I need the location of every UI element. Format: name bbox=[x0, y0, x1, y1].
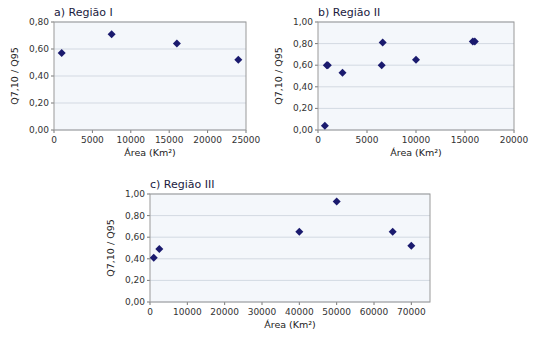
grid-line bbox=[54, 76, 246, 77]
grid-line bbox=[150, 215, 430, 216]
grid-line bbox=[318, 43, 514, 44]
y-tick-label: 0,00 bbox=[125, 297, 145, 307]
title: c) Região III bbox=[150, 178, 215, 191]
point bbox=[324, 61, 332, 69]
plot-frame bbox=[318, 22, 514, 130]
x-tick-label: 20000 bbox=[210, 307, 239, 317]
x-tick-label: 60000 bbox=[360, 307, 389, 317]
x-tick-label: 0 bbox=[51, 135, 57, 145]
x-tick-label: 50000 bbox=[322, 307, 351, 317]
grid-line bbox=[318, 86, 514, 87]
marks bbox=[150, 198, 415, 262]
y-tick-label: 0,80 bbox=[125, 211, 145, 221]
grid-line bbox=[54, 103, 246, 104]
x-axis-label: Área (Km²) bbox=[390, 147, 442, 158]
grid-line bbox=[150, 258, 430, 259]
subplot: 0,00 0,20 0,40 0,60 0,80 0 5000 10000 15000 20000… bbox=[9, 6, 261, 158]
y-tick-label: 1,00 bbox=[293, 17, 313, 27]
x-tick-label: 20000 bbox=[193, 135, 222, 145]
y-tick-label: 0,60 bbox=[293, 60, 313, 70]
point bbox=[471, 37, 479, 45]
subplot: 0,00 0,20 0,40 0,60 0,80 1,00 0 10000 20000 30000… bbox=[105, 178, 430, 330]
point bbox=[58, 49, 66, 57]
y-tick-label: 1,00 bbox=[125, 189, 145, 199]
plot-background bbox=[150, 194, 430, 302]
x-tick-label: 15000 bbox=[155, 135, 184, 145]
x-tick-label: 0 bbox=[315, 135, 321, 145]
subplot: 0,00 0,20 0,40 0,60 0,80 1,00 0 5000 10000 15000 2… bbox=[273, 6, 529, 158]
point bbox=[295, 228, 303, 236]
x-axis-label: Área (Km²) bbox=[124, 147, 176, 158]
y-tick-label: 0,40 bbox=[125, 254, 145, 264]
x-tick-label: 10000 bbox=[173, 307, 202, 317]
x-tick-label: 40000 bbox=[285, 307, 314, 317]
point bbox=[150, 254, 158, 262]
grid-line bbox=[150, 280, 430, 281]
point bbox=[333, 198, 341, 206]
point bbox=[173, 40, 181, 48]
x-tick-label: 5000 bbox=[81, 135, 104, 145]
y-tick-label: 0,80 bbox=[293, 39, 313, 49]
point bbox=[321, 122, 329, 130]
point bbox=[155, 245, 163, 253]
plot-frame bbox=[54, 22, 246, 130]
x-tick-label: 10000 bbox=[402, 135, 431, 145]
plot-background bbox=[54, 22, 246, 130]
point bbox=[379, 39, 387, 47]
x-axis-label: Área (Km²) bbox=[264, 319, 316, 330]
y-tick-label: 0,40 bbox=[29, 71, 49, 81]
point bbox=[323, 61, 331, 69]
y-tick-label: 0,40 bbox=[293, 82, 313, 92]
y-axis-label: Q7,10 / Q95 bbox=[105, 219, 116, 276]
point bbox=[407, 242, 415, 250]
y-axis-label: Q7,10 / Q95 bbox=[273, 47, 284, 104]
grid-line bbox=[318, 65, 514, 66]
y-tick-label: 0,20 bbox=[125, 275, 145, 285]
x-tick-label: 30000 bbox=[248, 307, 277, 317]
y-tick-label: 0,00 bbox=[29, 125, 49, 135]
x-tick-label: 20000 bbox=[500, 135, 529, 145]
plot-background bbox=[318, 22, 514, 130]
figure: 0,00 0,20 0,40 0,60 0,80 0 5000 10000 15000 20000… bbox=[0, 0, 534, 350]
marks bbox=[58, 30, 243, 64]
y-tick-label: 0,80 bbox=[29, 17, 49, 27]
point bbox=[339, 69, 347, 77]
x-tick-label: 10000 bbox=[116, 135, 145, 145]
y-tick-label: 0,60 bbox=[125, 232, 145, 242]
grid-line bbox=[318, 108, 514, 109]
x-tick-label: 25000 bbox=[232, 135, 261, 145]
x-tick-label: 5000 bbox=[356, 135, 379, 145]
point bbox=[234, 56, 242, 64]
point bbox=[412, 56, 420, 64]
title: a) Região I bbox=[54, 6, 113, 19]
grid-line bbox=[54, 49, 246, 50]
plot-frame bbox=[150, 194, 430, 302]
title: b) Região II bbox=[318, 6, 380, 19]
y-tick-label: 0,00 bbox=[293, 125, 313, 135]
y-tick-label: 0,20 bbox=[29, 98, 49, 108]
point bbox=[378, 61, 386, 69]
grid-line bbox=[150, 237, 430, 238]
point bbox=[389, 228, 397, 236]
y-tick-label: 0,60 bbox=[29, 44, 49, 54]
point bbox=[108, 30, 116, 38]
x-tick-label: 0 bbox=[147, 307, 153, 317]
y-tick-label: 0,20 bbox=[293, 103, 313, 113]
marks bbox=[321, 37, 479, 129]
y-axis-label: Q7,10 / Q95 bbox=[9, 47, 20, 104]
x-tick-label: 15000 bbox=[451, 135, 480, 145]
x-tick-label: 70000 bbox=[397, 307, 426, 317]
